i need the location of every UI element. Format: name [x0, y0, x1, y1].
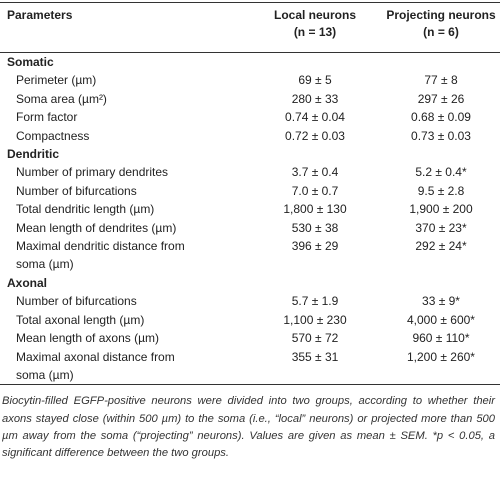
- parameter-cell: Perimeter (µm): [0, 71, 248, 89]
- parameter-cell: Total dendritic length (µm): [0, 200, 248, 218]
- data-row: Mean length of axons (µm) 570 ± 72 960 ± 1…: [0, 329, 500, 347]
- projecting-value: 4,000 ± 600*: [407, 312, 475, 327]
- parameter-name: Compactness: [16, 128, 90, 143]
- local-value: 1,800 ± 130: [283, 202, 347, 217]
- section-row: Dendritic: [0, 145, 500, 163]
- projecting-value: 292 ± 24*: [415, 239, 467, 254]
- data-row: Perimeter (µm) 69 ± 5 77 ± 8: [0, 71, 500, 89]
- local-value: 7.0 ± 0.7: [291, 183, 339, 198]
- data-row: Total axonal length (µm) 1,100 ± 230 4,000…: [0, 311, 500, 329]
- parameter-name: Form factor: [16, 110, 78, 125]
- parameter-cell: Soma area (µm²): [0, 90, 248, 108]
- local-value: 570 ± 72: [291, 331, 339, 346]
- local-value: 530 ± 38: [291, 220, 339, 235]
- parameter-name: Mean length of axons (µm): [16, 331, 159, 346]
- parameter-name: Maximal axonal distance from soma (µm): [16, 349, 175, 382]
- header-cell: Parameters: [0, 2, 248, 53]
- parameter-cell: Form factor: [0, 108, 248, 126]
- parameter-cell: Mean length of dendrites (µm): [0, 219, 248, 237]
- data-row: Number of primary dendrites 3.7 ± 0.4 5.2 …: [0, 163, 500, 181]
- data-row: Number of bifurcations 7.0 ± 0.7 9.5 ± 2.8: [0, 182, 500, 200]
- header-text: Projecting neurons: [386, 8, 496, 22]
- projecting-value: 5.2 ± 0.4*: [415, 165, 467, 180]
- projecting-value: 297 ± 26: [417, 91, 465, 106]
- parameter-cell: Maximal axonal distance from soma (µm): [0, 348, 248, 385]
- footnote: Biocytin-filled EGFP-positive neurons we…: [2, 395, 495, 459]
- table-body: Somatic Perimeter (µm) 69 ± 5 77 ± 8 Soma ar…: [0, 53, 500, 385]
- section-title: Axonal: [7, 275, 48, 290]
- local-value: 69 ± 5: [298, 73, 332, 88]
- projecting-value: 0.68 ± 0.09: [411, 110, 471, 125]
- parameter-name: Total axonal length (µm): [16, 312, 145, 327]
- projecting-value: 1,900 ± 200: [409, 202, 473, 217]
- table: Parameters Local neurons (n = 13) Project…: [0, 2, 500, 386]
- local-value: 3.7 ± 0.4: [291, 165, 339, 180]
- header-cell: Local neurons (n = 13): [248, 2, 382, 53]
- header-text: (n = 6): [423, 25, 459, 39]
- parameter-name: Mean length of dendrites (µm): [16, 220, 177, 235]
- projecting-value: 960 ± 110*: [412, 331, 470, 346]
- data-row: Maximal axonal distance from soma (µm) 35…: [0, 348, 500, 385]
- parameter-name: Total dendritic length (µm): [16, 202, 155, 217]
- parameter-name: Perimeter (µm): [16, 73, 97, 88]
- data-row: Number of bifurcations 5.7 ± 1.9 33 ± 9*: [0, 292, 500, 310]
- parameter-cell: Total axonal length (µm): [0, 311, 248, 329]
- projecting-value: 0.73 ± 0.03: [411, 128, 471, 143]
- data-row: Maximal dendritic distance from soma (µm…: [0, 237, 500, 274]
- projecting-value: 77 ± 8: [424, 73, 458, 88]
- projecting-value: 33 ± 9*: [422, 294, 460, 309]
- projecting-value: 9.5 ± 2.8: [417, 183, 465, 198]
- local-value: 1,100 ± 230: [283, 312, 347, 327]
- data-row: Total dendritic length (µm) 1,800 ± 130 1,…: [0, 200, 500, 218]
- parameter-name: Number of bifurcations: [16, 183, 137, 198]
- local-value: 0.74 ± 0.04: [285, 110, 345, 125]
- parameter-cell: Number of primary dendrites: [0, 163, 248, 181]
- parameter-cell: Mean length of axons (µm): [0, 329, 248, 347]
- local-value: 396 ± 29: [291, 239, 339, 254]
- parameter-cell: Number of bifurcations: [0, 292, 248, 310]
- data-row: Mean length of dendrites (µm) 530 ± 38 370…: [0, 219, 500, 237]
- local-value: 0.72 ± 0.03: [285, 128, 345, 143]
- parameter-name: Number of primary dendrites: [16, 165, 169, 180]
- parameter-cell: Number of bifurcations: [0, 182, 248, 200]
- projecting-value: 1,200 ± 260*: [407, 349, 475, 364]
- data-row: Compactness 0.72 ± 0.03 0.73 ± 0.03: [0, 127, 500, 145]
- section-row: Axonal: [0, 274, 500, 292]
- data-row: Form factor 0.74 ± 0.04 0.68 ± 0.09: [0, 108, 500, 126]
- section-row: Somatic: [0, 53, 500, 72]
- data-row: Soma area (µm²) 280 ± 33 297 ± 26: [0, 90, 500, 108]
- local-value: 5.7 ± 1.9: [291, 294, 339, 309]
- parameter-name: Maximal dendritic distance from soma (µm…: [16, 239, 185, 272]
- local-value: 355 ± 31: [291, 349, 339, 364]
- header-row: Parameters Local neurons (n = 13) Project…: [0, 2, 500, 53]
- projecting-value: 370 ± 23*: [415, 220, 467, 235]
- section-title: Dendritic: [7, 147, 60, 162]
- header-text: Local neurons: [273, 8, 356, 22]
- header-text: (n = 13): [293, 25, 337, 39]
- local-value: 280 ± 33: [291, 91, 339, 106]
- parameter-cell: Maximal dendritic distance from soma (µm…: [0, 237, 248, 274]
- parameter-cell: Compactness: [0, 127, 248, 145]
- table-figure: Parameters Local neurons (n = 13) Project…: [0, 2, 500, 462]
- parameter-name: Soma area (µm²): [16, 91, 107, 106]
- parameter-name: Number of bifurcations: [16, 294, 137, 309]
- header-cell: Projecting neurons (n = 6): [382, 2, 500, 53]
- section-title: Somatic: [7, 55, 54, 69]
